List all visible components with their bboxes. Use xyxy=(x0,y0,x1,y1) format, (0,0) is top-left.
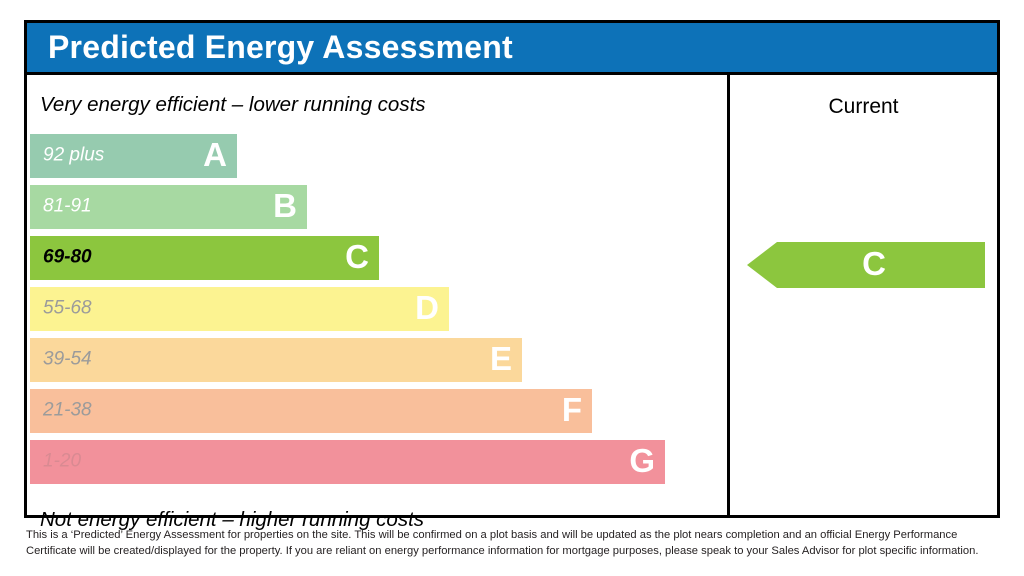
band-range-g: 1-20 xyxy=(43,450,82,472)
band-range-f: 21-38 xyxy=(43,399,92,421)
current-column-heading: Current xyxy=(828,95,899,118)
current-rating-badge: C xyxy=(747,242,985,288)
column-divider xyxy=(727,75,730,515)
band-range-c: 69-80 xyxy=(43,246,92,268)
chart-body: Very energy efficient – lower running co… xyxy=(27,75,997,531)
band-range-d: 55-68 xyxy=(43,297,92,319)
current-rating-column: Current C xyxy=(730,75,997,515)
band-letter-f: F xyxy=(561,391,582,429)
band-bar-d: 55-68 D xyxy=(30,287,449,331)
band-letter-e: E xyxy=(489,340,512,378)
band-bar-c: 69-80 C xyxy=(30,236,379,280)
footnote-text: This is a ‘Predicted’ Energy Assessment … xyxy=(26,529,979,557)
band-letter-c: C xyxy=(345,238,369,276)
band-letter-a: A xyxy=(203,136,227,174)
band-bar-e: 39-54 E xyxy=(30,338,522,382)
band-bar-g: 1-20 G xyxy=(30,440,665,484)
band-bar-a: 92 plus A xyxy=(30,134,237,178)
left-arrow-icon xyxy=(747,242,985,288)
band-letter-b: B xyxy=(273,187,297,225)
band-bar-b: 81-91 B xyxy=(30,185,307,229)
efficiency-scale-column: Very energy efficient – lower running co… xyxy=(27,75,727,531)
page-title: Predicted Energy Assessment xyxy=(48,28,513,65)
band-letter-d: D xyxy=(415,289,439,327)
certificate-frame: Predicted Energy Assessment Very energy … xyxy=(24,20,1000,531)
caption-very-efficient: Very energy efficient – lower running co… xyxy=(40,93,426,116)
band-bar-f: 21-38 F xyxy=(30,389,592,433)
band-range-b: 81-91 xyxy=(43,195,92,217)
current-rating-letter: C xyxy=(862,245,886,283)
band-range-a: 92 plus xyxy=(43,144,105,166)
caption-not-efficient: Not energy efficient – higher running co… xyxy=(40,508,425,531)
title-bar: Predicted Energy Assessment xyxy=(27,23,997,75)
band-range-e: 39-54 xyxy=(43,348,92,370)
band-letter-g: G xyxy=(629,442,655,480)
